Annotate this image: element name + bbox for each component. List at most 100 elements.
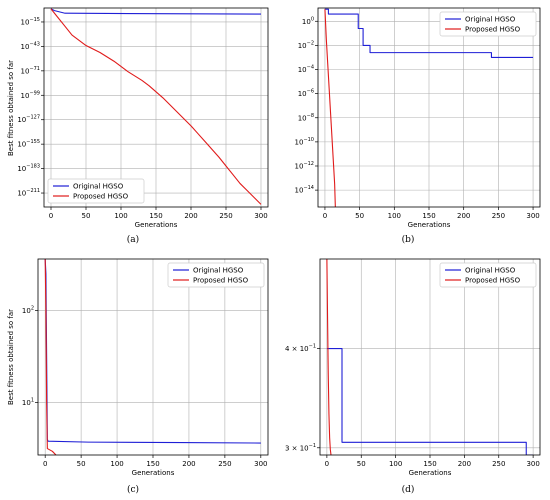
- series-group: [50, 8, 262, 205]
- legend-label: Original HGSO: [73, 183, 124, 191]
- x-axis-label: Generations: [132, 469, 175, 477]
- y-tick-exponent: −43: [29, 41, 40, 47]
- x-tick-label: 100: [114, 212, 127, 220]
- y-tick-base: 10: [21, 67, 30, 75]
- legend-box: [167, 262, 265, 288]
- y-tick-base: 10: [17, 165, 26, 173]
- x-tick-label: 200: [458, 460, 471, 468]
- y-tick-label: 10−8: [298, 113, 314, 123]
- y-tick-base: 4 × 10: [285, 345, 309, 353]
- y-tick-label: 3 × 10−1: [285, 443, 316, 453]
- caption-a: (a): [127, 234, 139, 245]
- y-tick-exponent: −1: [309, 443, 316, 449]
- legend: Original HGSO Proposed HGSO: [47, 178, 145, 204]
- y-tick-exponent: −155: [26, 139, 40, 145]
- x-tick-label: 0: [49, 212, 53, 220]
- x-tick-label: 250: [492, 212, 505, 220]
- x-tick-label: 50: [357, 460, 366, 468]
- x-tick-label: 200: [184, 212, 197, 220]
- x-tick-label: 150: [149, 212, 162, 220]
- legend-box: [439, 262, 537, 288]
- y-tick-exponent: −6: [307, 89, 314, 95]
- y-tick-exponent: −71: [29, 66, 40, 72]
- y-tick-label: 10−15: [21, 17, 40, 27]
- y-tick-exponent: −211: [26, 188, 40, 194]
- y-tick-base: 10: [21, 43, 30, 51]
- y-tick-exponent: −127: [26, 115, 40, 121]
- series-line-original-hgso: [50, 8, 262, 15]
- y-tick-label: 101: [22, 398, 34, 408]
- x-tick-label: 150: [146, 460, 159, 468]
- series-line-proposed-hgso: [50, 8, 262, 205]
- series-group: [326, 259, 534, 455]
- y-tick-label: 10−211: [17, 188, 40, 198]
- y-tick-exponent: −99: [29, 90, 40, 96]
- y-axis-label: Best fitness obtained so far: [7, 309, 15, 405]
- y-tick-label: 10−99: [21, 90, 40, 100]
- legend-label: Original HGSO: [465, 267, 516, 275]
- y-tick-label: 4 × 10−1: [285, 344, 316, 354]
- x-tick-label: 100: [110, 460, 123, 468]
- legend-label: Original HGSO: [465, 16, 516, 24]
- legend-label: Proposed HGSO: [465, 26, 521, 34]
- x-tick-label: 0: [323, 212, 327, 220]
- legend: Original HGSO Proposed HGSO: [439, 11, 537, 37]
- y-tick-base: 10: [17, 190, 26, 198]
- caption-b: (b): [402, 234, 415, 245]
- y-tick-base: 10: [298, 42, 307, 50]
- x-tick-label: 100: [389, 460, 402, 468]
- y-tick-exponent: −4: [307, 65, 314, 71]
- y-tick-exponent: −15: [29, 17, 40, 23]
- series-line-proposed-hgso: [326, 259, 332, 455]
- y-tick-label: 10−10: [295, 137, 314, 147]
- y-tick-base: 10: [22, 307, 31, 315]
- x-tick-label: 250: [219, 212, 232, 220]
- y-tick-base: 10: [17, 141, 26, 149]
- y-axis-label: Best fitness obtained so far: [7, 60, 15, 156]
- y-tick-exponent: −183: [26, 164, 40, 170]
- x-tick-label: 300: [254, 460, 267, 468]
- x-axis-label: Generations: [409, 469, 452, 477]
- plot-frame: [317, 7, 541, 208]
- y-tick-base: 10: [17, 116, 26, 124]
- y-tick-label: 10−6: [298, 89, 314, 99]
- x-tick-label: 300: [526, 212, 539, 220]
- y-tick-label: 10−127: [17, 115, 40, 125]
- y-tick-exponent: 2: [31, 306, 34, 312]
- legend-label: Proposed HGSO: [465, 277, 521, 285]
- x-tick-label: 0: [325, 460, 329, 468]
- x-tick-label: 200: [182, 460, 195, 468]
- plot-frame: [37, 258, 269, 456]
- y-tick-exponent: −2: [307, 40, 314, 46]
- y-tick-exponent: −14: [303, 185, 314, 191]
- x-tick-label: 0: [43, 460, 47, 468]
- y-tick-exponent: −12: [303, 161, 314, 167]
- x-tick-label: 200: [457, 212, 470, 220]
- y-tick-base: 10: [298, 90, 307, 98]
- caption-c: (c): [127, 484, 139, 495]
- series-group: [44, 259, 261, 455]
- x-axis-label: Generations: [135, 221, 178, 229]
- y-tick-base: 10: [295, 138, 304, 146]
- series-line-original-hgso: [324, 8, 534, 58]
- y-tick-label: 102: [22, 306, 34, 316]
- series-line-original-hgso: [326, 348, 534, 455]
- series-line-proposed-hgso: [324, 9, 336, 207]
- panel-a: 0 50 100 150 200 250 30010−1510−4310−7110−9910…: [7, 7, 269, 229]
- y-tick-label: 10−71: [21, 66, 40, 76]
- y-tick-base: 10: [295, 162, 304, 170]
- y-tick-base: 10: [298, 114, 307, 122]
- y-tick-label: 10−183: [17, 164, 40, 174]
- y-tick-exponent: −10: [303, 137, 314, 143]
- legend-box: [47, 178, 145, 204]
- x-tick-label: 300: [254, 212, 267, 220]
- y-tick-base: 10: [302, 18, 311, 26]
- x-tick-label: 250: [218, 460, 231, 468]
- x-tick-label: 100: [388, 212, 401, 220]
- y-tick-label: 10−4: [298, 65, 314, 75]
- y-tick-label: 100: [302, 16, 314, 26]
- legend-label: Original HGSO: [193, 267, 244, 275]
- x-tick-label: 150: [423, 460, 436, 468]
